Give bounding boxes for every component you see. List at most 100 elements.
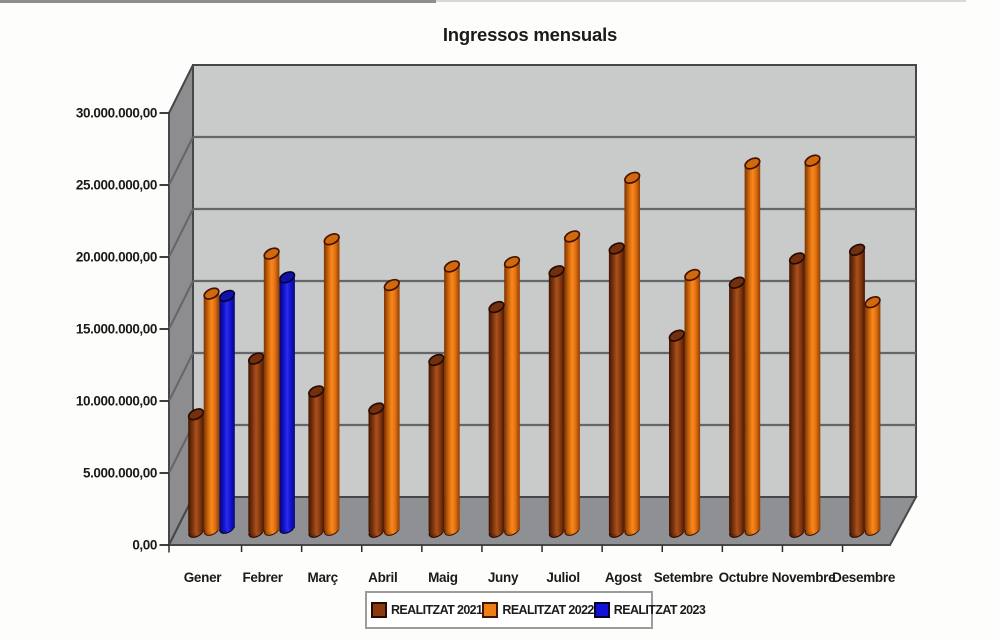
x-axis-label: Febrer: [242, 570, 283, 585]
gridline-side: [168, 352, 194, 402]
cylinder-body: [729, 282, 745, 532]
legend-item-realitzat-2022: REALITZAT 2022: [482, 602, 594, 618]
y-axis-label: 0,00: [132, 538, 157, 553]
cylinder-body: [263, 253, 280, 530]
bar-març-realitzat-2022: [323, 233, 340, 536]
cylinder-top: [323, 233, 340, 246]
x-axis-label: Juliol: [546, 570, 579, 585]
bar-agost-realitzat-2022: [624, 171, 641, 536]
cylinder-top: [728, 276, 746, 289]
cylinder-body: [684, 275, 701, 530]
legend-item-realitzat-2023: REALITZAT 2023: [593, 602, 706, 618]
cylinder-top: [203, 287, 220, 300]
cylinder-top: [804, 154, 821, 167]
scan-artifact-line-dark: [0, 0, 436, 3]
y-axis-label: 10.000.000,00: [76, 394, 157, 409]
bar-juliol-realitzat-2021: [548, 265, 565, 538]
cylinder-body: [323, 239, 340, 530]
cylinder-top: [563, 230, 581, 243]
x-axis-label: Maig: [428, 570, 458, 585]
bar-abril-realitzat-2021: [368, 402, 385, 538]
bar-febrer-realitzat-2021: [247, 352, 265, 538]
cylinder-top: [788, 252, 806, 265]
cylinder-top: [608, 242, 625, 255]
gridline-side: [168, 280, 194, 330]
cylinder-body: [428, 359, 445, 532]
gridline-side: [168, 208, 194, 258]
x-axis-label: Gener: [184, 570, 223, 585]
x-axis-label: Octubre: [719, 570, 769, 585]
cylinder-body: [804, 160, 821, 530]
x-axis-label: Novembre: [772, 570, 836, 585]
legend-swatch: [371, 602, 387, 618]
cylinder-body: [368, 408, 385, 532]
legend-label: REALITZAT 2021: [391, 603, 483, 617]
cylinder-body: [744, 163, 761, 531]
scan-artifact-line-light: [436, 0, 966, 2]
cylinder-body: [669, 335, 685, 532]
legend-swatch: [482, 602, 499, 618]
cylinder-body: [849, 249, 865, 533]
bar-novembre-realitzat-2022: [804, 154, 821, 536]
bar-setembre-realitzat-2021: [668, 329, 685, 538]
bar-juliol-realitzat-2022: [563, 230, 581, 536]
x-axis-label: Setembre: [654, 570, 714, 585]
bar-maig-realitzat-2021: [428, 353, 445, 538]
cylinder-top: [668, 329, 685, 342]
bar-setembre-realitzat-2022: [684, 268, 701, 536]
bar-febrer-realitzat-2022: [263, 247, 280, 536]
cylinder-top: [848, 243, 866, 257]
cylinder-top: [864, 295, 881, 309]
cylinder-top: [443, 260, 461, 273]
y-axis-label: 30.000.000,00: [76, 106, 157, 121]
cylinder-body: [188, 414, 204, 532]
y-axis-label: 25.000.000,00: [76, 178, 157, 193]
cylinder-top: [218, 289, 236, 303]
gridline-side: [168, 136, 194, 186]
x-axis-label: Març: [308, 570, 339, 585]
legend-label: REALITZAT 2022: [502, 603, 594, 617]
bar-octubre-realitzat-2021: [728, 276, 746, 538]
cylinder-top: [308, 385, 325, 398]
cylinder-top: [278, 271, 296, 284]
cylinder-body: [308, 391, 324, 532]
cylinder-body: [384, 285, 400, 530]
x-axis-label: Agost: [605, 570, 643, 585]
x-axis-label: Desembre: [832, 570, 896, 585]
bar-febrer-realitzat-2023: [278, 271, 296, 534]
cylinder-top: [383, 278, 400, 292]
y-axis-label: 5.000.000,00: [83, 466, 157, 481]
cylinder-body: [864, 302, 881, 530]
x-axis-label: Juny: [488, 570, 519, 585]
bar-gener-realitzat-2022: [203, 287, 220, 536]
y-axis-label: 15.000.000,00: [76, 322, 157, 337]
cylinder-body: [279, 277, 295, 528]
bar-gener-realitzat-2023: [218, 289, 236, 534]
cylinder-top: [247, 352, 265, 365]
cylinder-top: [263, 247, 280, 260]
y-axis-label: 20.000.000,00: [76, 250, 157, 265]
bar-març-realitzat-2021: [308, 385, 325, 538]
cylinder-body: [624, 177, 640, 531]
cylinder-body: [608, 248, 625, 532]
cylinder-body: [564, 236, 580, 531]
cylinder-body: [488, 307, 505, 532]
legend-swatch: [593, 602, 610, 618]
chart-title: Ingressos mensuals: [442, 24, 618, 45]
cylinder-top: [503, 255, 521, 269]
bar-desembre-realitzat-2022: [864, 295, 881, 536]
cylinder-top: [744, 157, 761, 170]
cylinder-body: [789, 258, 805, 532]
cylinder-body: [219, 295, 235, 528]
bar-novembre-realitzat-2021: [788, 252, 806, 538]
bar-desembre-realitzat-2021: [848, 243, 866, 538]
bar-abril-realitzat-2022: [383, 278, 400, 536]
cylinder-body: [548, 271, 565, 532]
legend-label: REALITZAT 2023: [613, 603, 706, 617]
bar-juny-realitzat-2021: [488, 300, 505, 538]
bar-agost-realitzat-2021: [608, 242, 625, 538]
cylinder-body: [504, 262, 520, 530]
cylinder-top: [368, 402, 385, 415]
